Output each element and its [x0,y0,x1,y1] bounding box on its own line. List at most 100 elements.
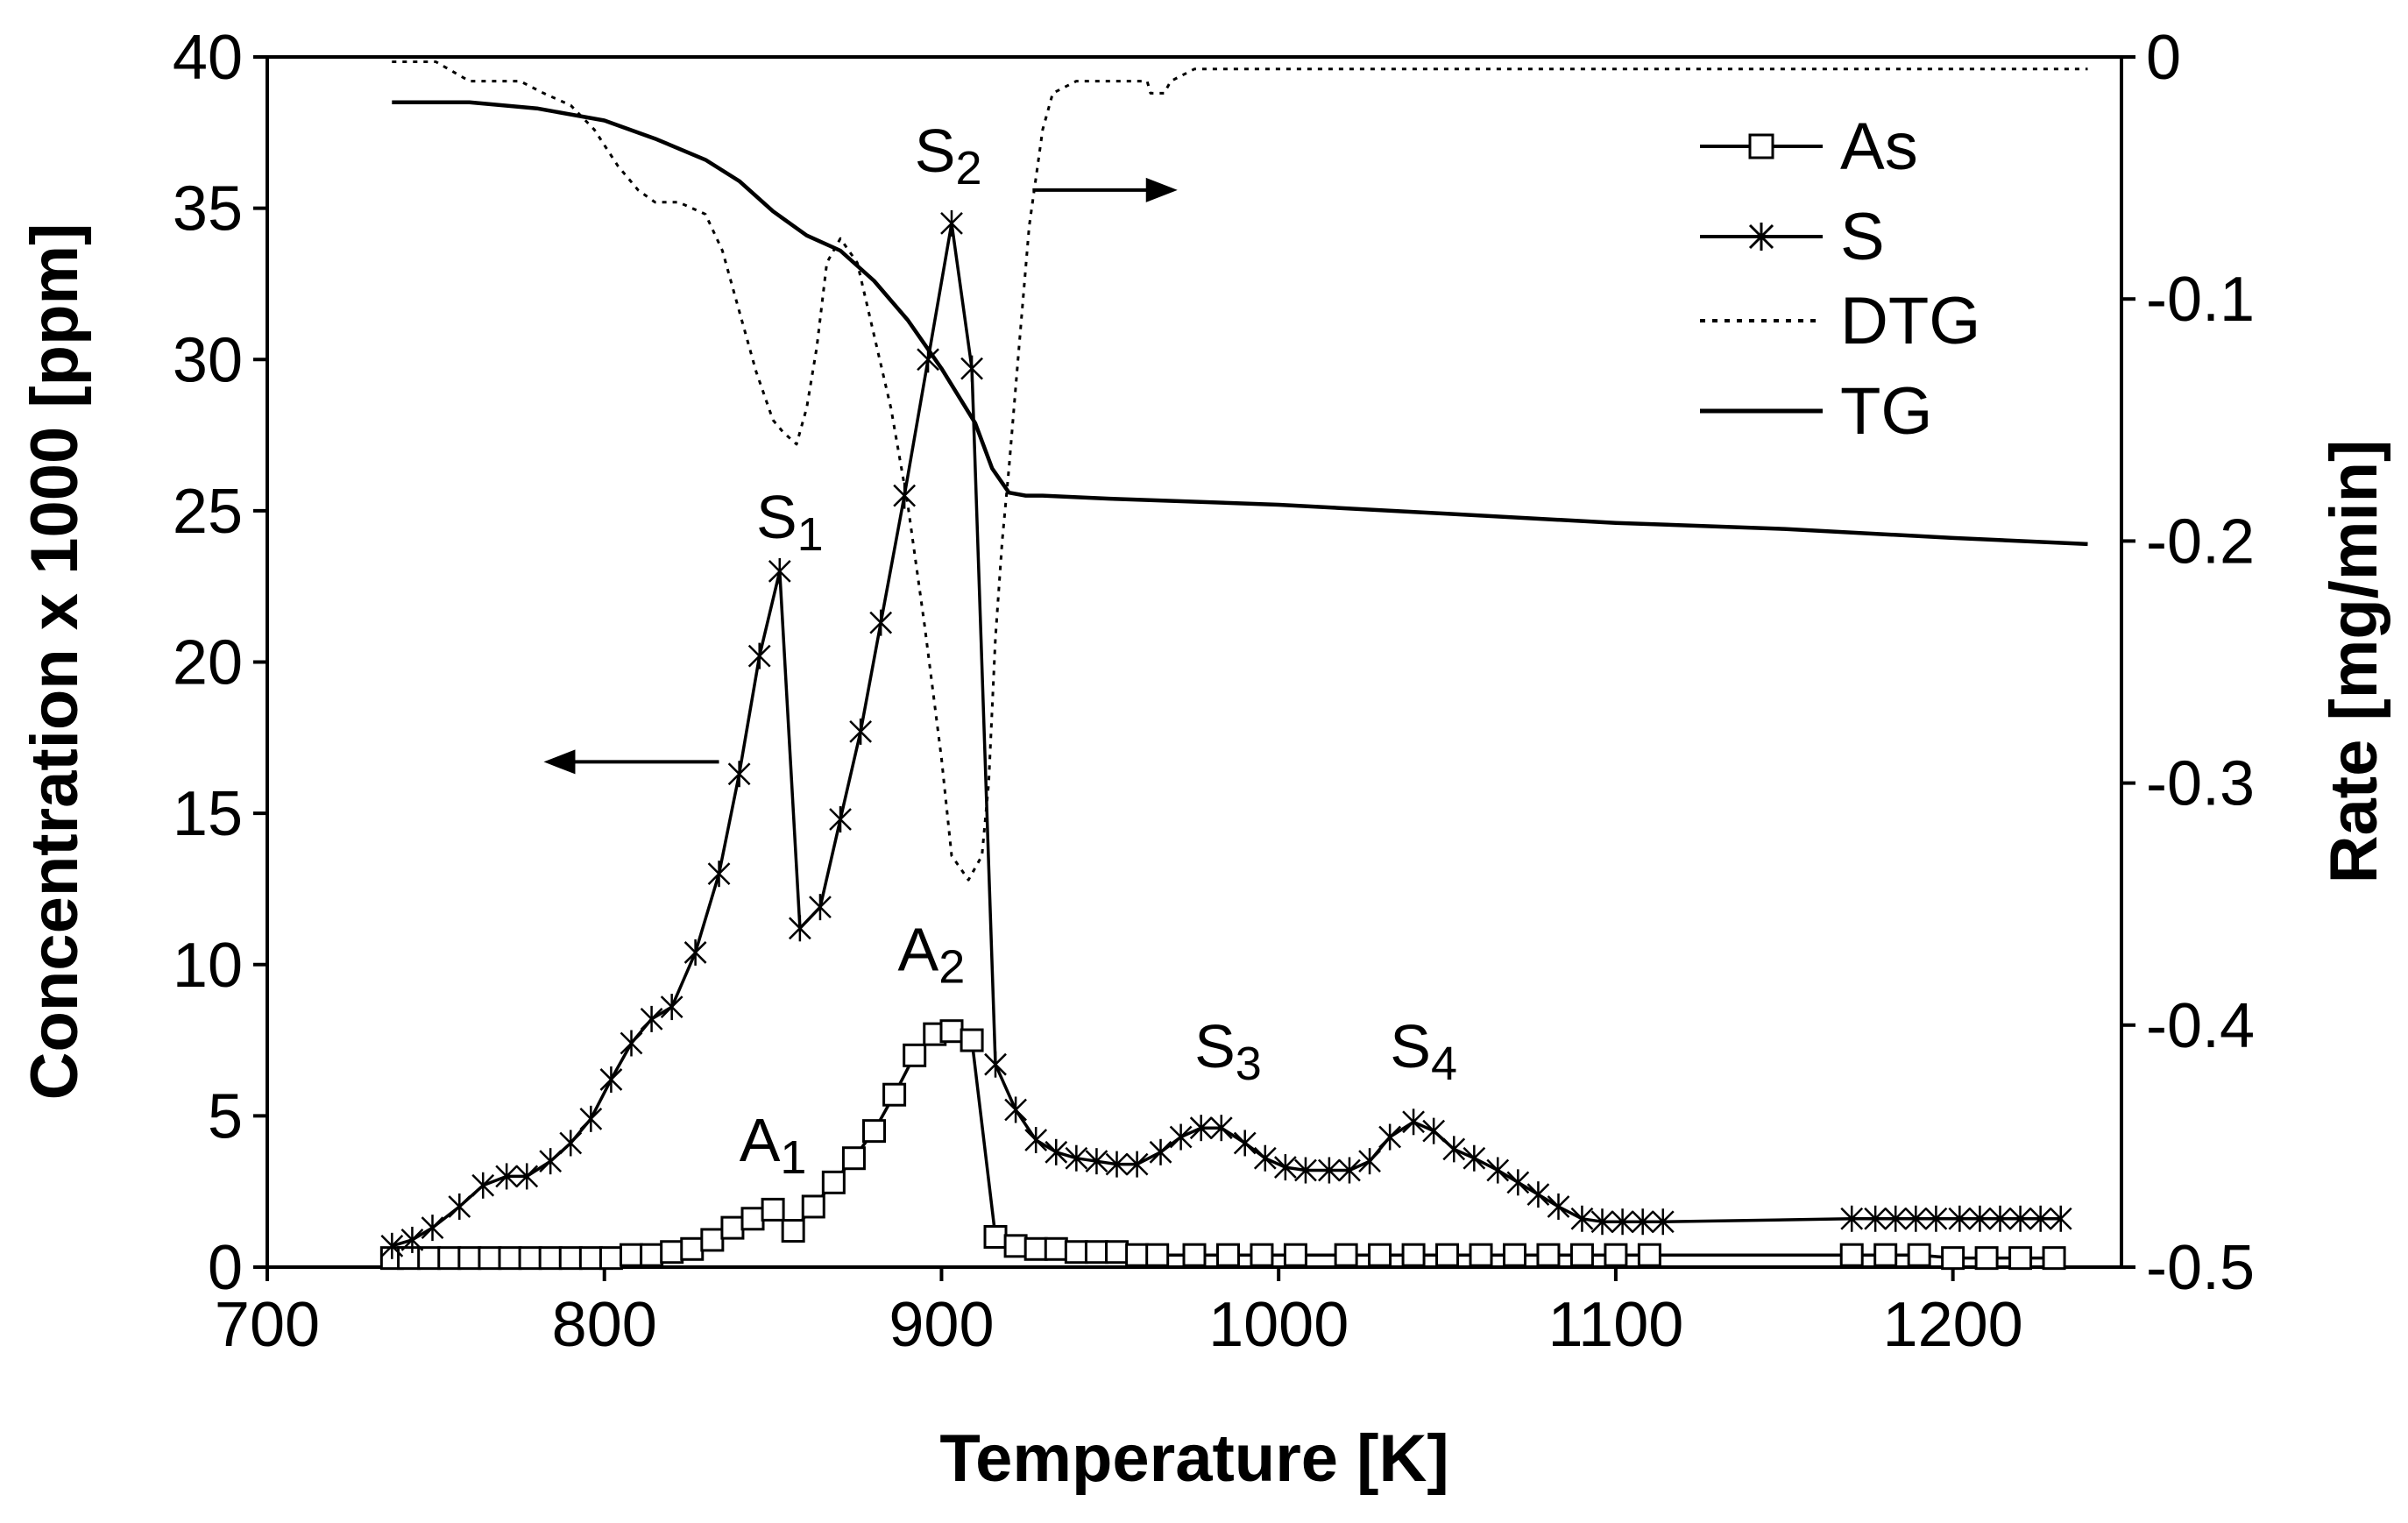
s-point-21 [829,806,852,833]
s-point-41 [1253,1144,1277,1172]
as-point-55 [1907,1243,1931,1267]
as-point-9 [558,1246,583,1271]
s-point-65 [1924,1205,1948,1232]
y-left-tick-label-35: 35 [173,174,243,244]
annotation-s2: S2 [915,117,982,195]
y-left-tick-label-0: 0 [208,1233,243,1303]
s-point-50 [1442,1136,1466,1163]
s-point-4 [471,1172,495,1199]
s-point-48 [1402,1109,1425,1136]
y-left-tick-label-5: 5 [208,1081,243,1151]
s-point-26 [940,209,963,237]
x-tick-label-1000: 1000 [1208,1290,1349,1360]
s-point-24 [893,482,917,509]
s-point-71 [2049,1205,2072,1232]
legend-s-marker [1747,223,1775,251]
s-point-64 [1904,1205,1928,1232]
y-right-axis-title: Rate [mg/min] [2317,440,2391,884]
as-point-42 [1283,1243,1307,1267]
annotation-a1: A1 [740,1106,807,1184]
as-point-54 [1873,1243,1898,1267]
y-left-axis-title: Concentration x 1000 [ppm] [18,223,92,1101]
s-point-18 [768,557,791,584]
as-point-33 [1044,1236,1068,1261]
s-point-28 [984,1051,1007,1078]
peak-annotations: S1 S2 S3 S4 A1 A2 [740,117,1457,1184]
as-point-37 [1125,1243,1150,1267]
s-point-67 [1968,1205,1992,1232]
s-point-40 [1233,1130,1257,1157]
s-point-17 [747,642,771,669]
s-point-63 [1884,1205,1908,1232]
s-point-42 [1273,1154,1297,1181]
s-point-52 [1486,1157,1510,1184]
s-point-47 [1378,1123,1402,1151]
as-point-8 [538,1246,563,1271]
annotation-s3: S3 [1194,1012,1262,1090]
x-axis-ticks: 700 800 900 1000 1100 1200 [215,1267,2023,1360]
s-point-37 [1169,1123,1193,1151]
as-point-41 [1250,1243,1274,1267]
as-point-53 [1839,1243,1864,1267]
arrow-right [1032,177,1178,202]
as-point-26 [903,1043,927,1067]
legend-item-dtg: DTG [1700,284,1980,358]
as-point-25 [882,1082,907,1107]
s-point-69 [2008,1205,2032,1232]
legend-tg-label: TG [1840,374,1933,449]
as-point-43 [1334,1243,1358,1267]
s-point-1 [400,1226,424,1253]
s-point-56 [1570,1205,1594,1232]
y-right-tick-label-2: -0.3 [2146,749,2255,819]
as-point-48 [1502,1243,1526,1267]
s-point-66 [1948,1205,1972,1232]
s-point-51 [1463,1144,1486,1172]
as-point-32 [1023,1236,1048,1261]
legend-item-as: As [1700,110,1918,184]
as-point-47 [1469,1243,1493,1267]
y-left-tick-label-30: 30 [173,325,243,395]
x-tick-label-700: 700 [215,1290,320,1360]
as-point-52 [1637,1243,1661,1267]
s-point-34 [1105,1151,1129,1178]
as-point-24 [862,1119,887,1144]
s-point-35 [1125,1151,1149,1178]
as-point-30 [983,1224,1008,1249]
as-point-34 [1064,1240,1088,1264]
s-point-8 [559,1130,583,1157]
s-point-22 [849,718,873,745]
y-right-tick-label-5: 0 [2146,23,2181,93]
s-point-3 [448,1193,471,1220]
as-point-51 [1604,1243,1628,1267]
y-right-axis-ticks: -0.5 -0.4 -0.3 -0.2 -0.1 0 [2121,23,2255,1303]
as-point-22 [821,1170,846,1194]
as-point-40 [1215,1243,1240,1267]
legend-dtg-label: DTG [1840,284,1980,358]
as-point-11 [598,1246,623,1271]
direction-arrows [543,177,1178,775]
s-point-59 [1631,1208,1654,1236]
s-point-61 [1840,1205,1864,1232]
as-point-19 [761,1197,785,1222]
as-point-50 [1569,1243,1594,1267]
s-point-5 [495,1163,519,1190]
s-point-23 [869,609,893,636]
arrow-left [543,749,719,775]
series-layer [379,60,2088,1271]
as-point-1 [397,1246,421,1271]
s-point-55 [1547,1193,1570,1220]
s-point-68 [1988,1205,2012,1232]
as-point-39 [1182,1243,1207,1267]
as-point-7 [518,1246,542,1271]
as-point-17 [720,1215,745,1240]
legend-item-s: S [1700,200,1885,274]
as-point-35 [1084,1240,1108,1264]
as-point-58 [2008,1246,2033,1271]
s-point-29 [1004,1096,1027,1123]
as-point-21 [801,1194,825,1219]
s-point-12 [640,1005,663,1032]
s-point-7 [539,1148,563,1175]
s-point-11 [620,1030,643,1057]
x-tick-label-900: 900 [889,1290,994,1360]
s-point-62 [1864,1205,1887,1232]
